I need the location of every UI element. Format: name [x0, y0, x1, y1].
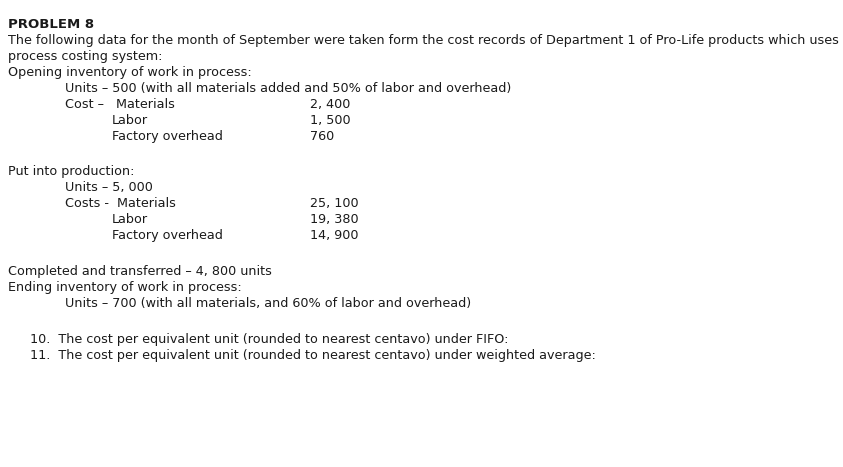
Text: Factory overhead: Factory overhead — [112, 229, 223, 242]
Text: Units – 5, 000: Units – 5, 000 — [65, 181, 153, 194]
Text: 19, 380: 19, 380 — [310, 213, 358, 226]
Text: Labor: Labor — [112, 213, 148, 226]
Text: Completed and transferred – 4, 800 units: Completed and transferred – 4, 800 units — [8, 265, 272, 278]
Text: Cost –   Materials: Cost – Materials — [65, 98, 175, 111]
Text: Ending inventory of work in process:: Ending inventory of work in process: — [8, 281, 242, 294]
Text: 2, 400: 2, 400 — [310, 98, 351, 111]
Text: 14, 900: 14, 900 — [310, 229, 358, 242]
Text: 25, 100: 25, 100 — [310, 197, 358, 210]
Text: 760: 760 — [310, 130, 335, 143]
Text: Costs -  Materials: Costs - Materials — [65, 197, 176, 210]
Text: 11.  The cost per equivalent unit (rounded to nearest centavo) under weighted av: 11. The cost per equivalent unit (rounde… — [30, 349, 596, 362]
Text: Units – 700 (with all materials, and 60% of labor and overhead): Units – 700 (with all materials, and 60%… — [65, 297, 471, 310]
Text: Put into production:: Put into production: — [8, 165, 135, 178]
Text: Factory overhead: Factory overhead — [112, 130, 223, 143]
Text: 10.  The cost per equivalent unit (rounded to nearest centavo) under FIFO:: 10. The cost per equivalent unit (rounde… — [30, 333, 508, 346]
Text: The following data for the month of September were taken form the cost records o: The following data for the month of Sept… — [8, 34, 839, 47]
Text: Units – 500 (with all materials added and 50% of labor and overhead): Units – 500 (with all materials added an… — [65, 82, 511, 95]
Text: process costing system:: process costing system: — [8, 50, 163, 63]
Text: Labor: Labor — [112, 114, 148, 127]
Text: PROBLEM 8: PROBLEM 8 — [8, 18, 94, 31]
Text: Opening inventory of work in process:: Opening inventory of work in process: — [8, 66, 252, 79]
Text: 1, 500: 1, 500 — [310, 114, 351, 127]
